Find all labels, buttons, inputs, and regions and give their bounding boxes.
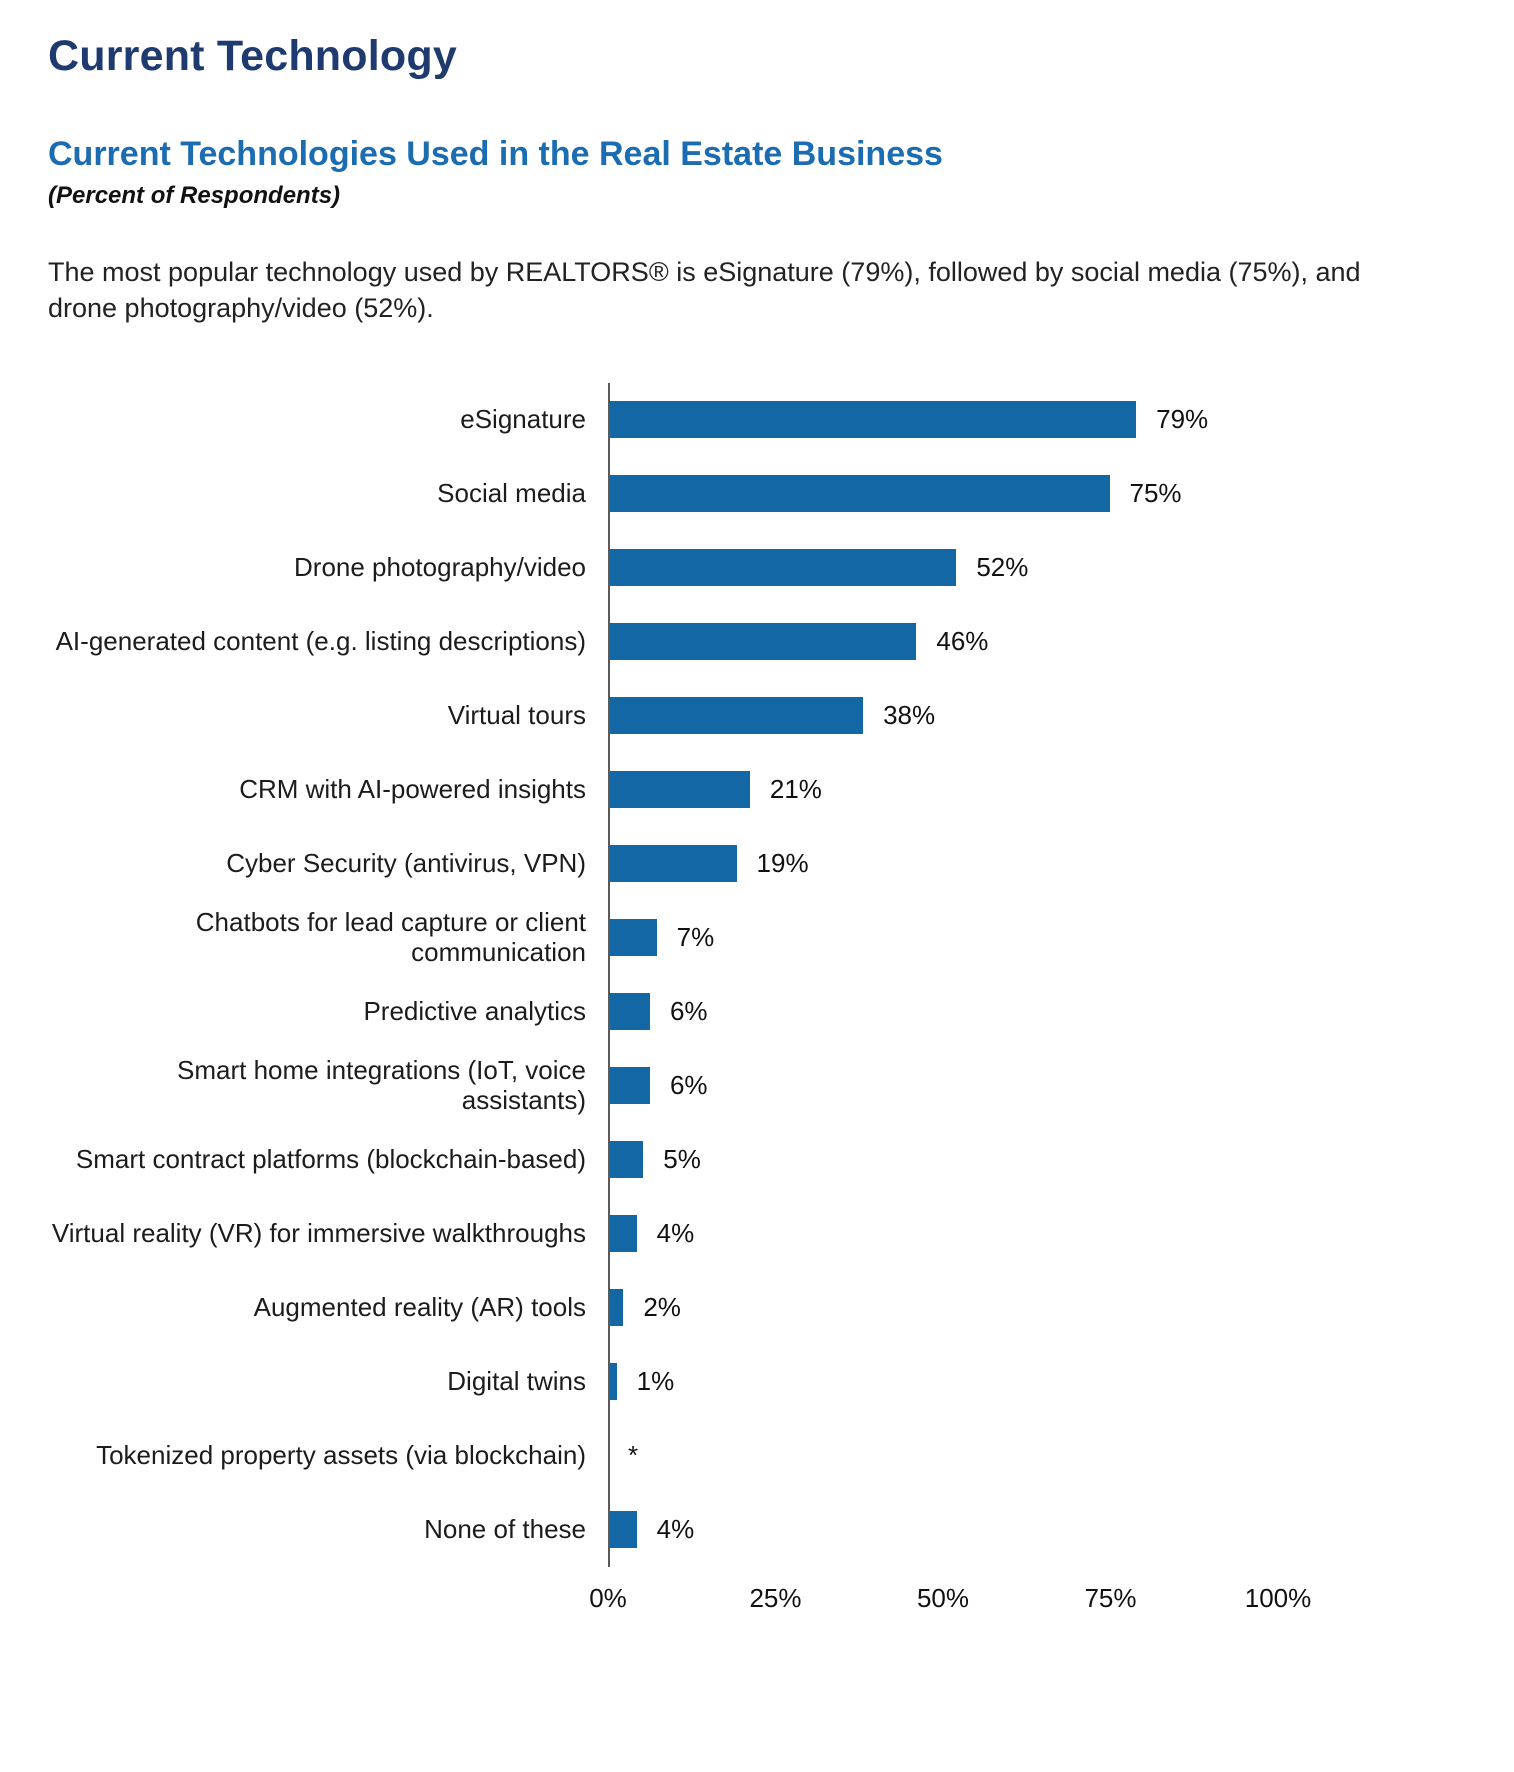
- plot-cell: 2%: [608, 1270, 1276, 1345]
- value-label: 6%: [669, 1070, 708, 1101]
- category-label: Digital twins: [447, 1365, 586, 1396]
- x-tick-label: 25%: [749, 1582, 802, 1613]
- chart-row: AI-generated content (e.g. listing descr…: [48, 604, 1466, 679]
- value-label: 4%: [656, 1218, 695, 1249]
- plot-cell: 21%: [608, 752, 1276, 827]
- bar: [610, 475, 1110, 513]
- value-label: 46%: [936, 626, 989, 657]
- value-label: 4%: [656, 1514, 695, 1545]
- category-label: Predictive analytics: [363, 995, 586, 1026]
- bar: [610, 1215, 637, 1253]
- category-label: Virtual tours: [447, 699, 586, 730]
- chart-row: Digital twins 1%: [48, 1344, 1466, 1419]
- category-label: Virtual reality (VR) for immersive walkt…: [51, 1217, 586, 1248]
- chart-rows: eSignature 79% Social media 75% Drone photog…: [48, 382, 1466, 1567]
- category-label: Cyber Security (antivirus, VPN): [226, 847, 586, 878]
- x-tick-label: 0%: [589, 1582, 627, 1613]
- chart-row: CRM with AI-powered insights 21%: [48, 752, 1466, 827]
- value-label: 7%: [676, 922, 715, 953]
- category-label: Social media: [437, 477, 586, 508]
- chart-row: Virtual reality (VR) for immersive walkt…: [48, 1196, 1466, 1271]
- category-label: None of these: [424, 1513, 586, 1544]
- bar: [610, 1141, 644, 1179]
- plot-cell: 4%: [608, 1492, 1276, 1567]
- plot-cell: 19%: [608, 826, 1276, 901]
- bar: [610, 919, 657, 957]
- chart-row: eSignature 79%: [48, 382, 1466, 457]
- value-label: 19%: [756, 848, 809, 879]
- category-label: Tokenized property assets (via blockchai…: [96, 1439, 586, 1470]
- value-label: 2%: [643, 1292, 681, 1323]
- chart-row: Smart contract platforms (blockchain-bas…: [48, 1122, 1466, 1197]
- chart-row: Drone photography/video 52%: [48, 530, 1466, 605]
- x-axis: 0% 25% 50% 75% 100%: [48, 1577, 1466, 1617]
- bar: [610, 845, 737, 883]
- chart-row: Social media 75%: [48, 456, 1466, 531]
- page: Current Technology Current Technologies …: [48, 32, 1466, 1617]
- chart-row: Predictive analytics 6%: [48, 974, 1466, 1049]
- bar: [610, 1511, 637, 1549]
- plot-cell: 6%: [608, 974, 1276, 1049]
- intro-text: The most popular technology used by REAL…: [48, 257, 1361, 324]
- x-axis-ticks: 0% 25% 50% 75% 100%: [589, 1577, 1311, 1617]
- x-tick-label: 75%: [1084, 1582, 1137, 1613]
- bar: [610, 1067, 650, 1105]
- category-label: Augmented reality (AR) tools: [253, 1291, 586, 1322]
- category-label: AI-generated content (e.g. listing descr…: [55, 625, 586, 656]
- category-label: eSignature: [460, 403, 586, 434]
- chart-row: Augmented reality (AR) tools 2%: [48, 1270, 1466, 1345]
- bar: [610, 993, 650, 1031]
- chart-row: Tokenized property assets (via blockchai…: [48, 1418, 1466, 1493]
- value-label: 21%: [769, 774, 822, 805]
- category-label: Smart contract platforms (blockchain-bas…: [75, 1143, 586, 1174]
- category-label: Smart home integrations (IoT, voice assi…: [177, 1054, 586, 1115]
- bar: [610, 697, 864, 735]
- plot-cell: 6%: [608, 1048, 1276, 1123]
- value-label: 1%: [636, 1366, 675, 1397]
- bar-chart: eSignature 79% Social media 75% Drone photog…: [48, 382, 1466, 1617]
- chart-row: Smart home integrations (IoT, voice assi…: [48, 1048, 1466, 1123]
- bar: [610, 623, 917, 661]
- bar: [610, 1363, 617, 1401]
- chart-row: Chatbots for lead capture or client comm…: [48, 900, 1466, 975]
- chart-row: Virtual tours 38%: [48, 678, 1466, 753]
- category-label: CRM with AI-powered insights: [239, 773, 586, 804]
- chart-row: Cyber Security (antivirus, VPN) 19%: [48, 826, 1466, 901]
- chart-title: Current Technologies Used in the Real Es…: [48, 135, 943, 173]
- x-tick-label: 50%: [916, 1582, 970, 1613]
- plot-cell: 4%: [608, 1196, 1276, 1271]
- plot-cell: 38%: [608, 678, 1276, 753]
- plot-cell: 7%: [608, 900, 1276, 975]
- plot-cell: 1%: [608, 1344, 1276, 1419]
- bar: [610, 771, 750, 809]
- page-title: Current Technology: [48, 32, 457, 80]
- value-label: 6%: [669, 996, 708, 1027]
- plot-cell: 5%: [608, 1122, 1276, 1197]
- plot-cell: 79%: [608, 382, 1276, 457]
- bar: [610, 401, 1137, 439]
- category-label: Drone photography/video: [294, 551, 586, 582]
- value-label: 38%: [883, 700, 936, 731]
- value-label: 52%: [976, 552, 1029, 583]
- chart-subtitle: (Percent of Respondents): [48, 182, 341, 209]
- value-label: 5%: [663, 1144, 701, 1175]
- plot-cell: *: [608, 1418, 1276, 1493]
- bar: [610, 1289, 624, 1327]
- plot-cell: 46%: [608, 604, 1276, 679]
- plot-cell: 75%: [608, 456, 1276, 531]
- value-label: 79%: [1156, 404, 1209, 435]
- plot-cell: 52%: [608, 530, 1276, 605]
- x-axis-spacer: [48, 1577, 608, 1617]
- value-label: 75%: [1129, 478, 1182, 509]
- x-tick-label: 100%: [1244, 1582, 1312, 1613]
- category-label: Chatbots for lead capture or client comm…: [195, 906, 586, 967]
- bar: [610, 549, 957, 587]
- value-label: *: [628, 1440, 639, 1471]
- chart-row: None of these 4%: [48, 1492, 1466, 1567]
